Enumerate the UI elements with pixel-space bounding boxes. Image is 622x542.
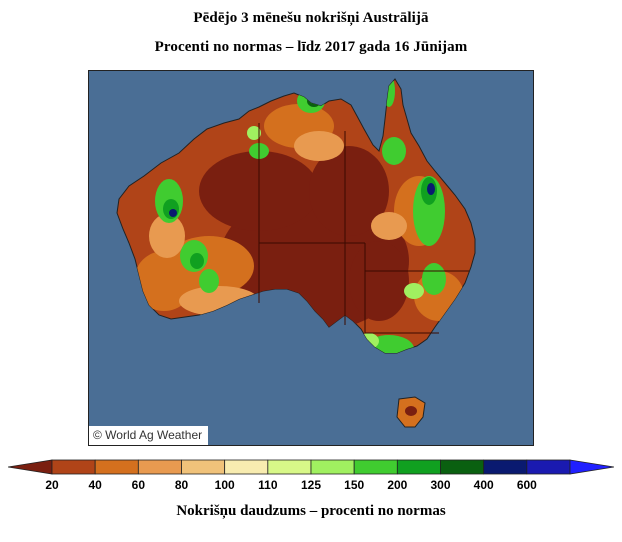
legend-tick-label: 110 bbox=[258, 478, 278, 492]
legend-tick-label: 200 bbox=[387, 478, 408, 492]
legend-swatch bbox=[483, 459, 528, 475]
map-credit: © World Ag Weather bbox=[89, 426, 209, 445]
legend-title: Nokrišņu daudzums – procenti no normas bbox=[176, 503, 446, 519]
legend-tick-label: 60 bbox=[131, 478, 146, 492]
map-title: Pēdējo 3 mēnešu nokrišņi Austrālijā bbox=[193, 10, 429, 26]
state-borders bbox=[258, 123, 469, 334]
legend-tick-label: 80 bbox=[174, 478, 189, 492]
legend-arrow-high bbox=[569, 459, 614, 475]
legend-swatch bbox=[396, 459, 441, 475]
rainfall-shading bbox=[134, 79, 464, 353]
legend-arrow-low bbox=[8, 459, 53, 475]
legend-swatch bbox=[94, 459, 139, 475]
legend-tick-label: 600 bbox=[516, 478, 537, 492]
legend-swatch bbox=[353, 459, 398, 475]
legend-tick-label: 150 bbox=[344, 478, 365, 492]
legend-tick-label: 125 bbox=[300, 478, 322, 492]
legend-tick-label: 300 bbox=[430, 478, 451, 492]
map-subtitle: Procenti no normas – līdz 2017 gada 16 J… bbox=[154, 39, 468, 55]
legend-tick-label: 40 bbox=[88, 478, 102, 492]
legend-tick-label: 20 bbox=[45, 478, 59, 492]
map-panel: © World Ag Weather bbox=[88, 70, 534, 446]
rainfall-color-legend bbox=[8, 459, 614, 475]
legend-swatch bbox=[526, 459, 571, 475]
australia-rainfall-map bbox=[116, 78, 476, 428]
legend-swatch bbox=[137, 459, 182, 475]
legend-swatch bbox=[51, 459, 96, 475]
legend-tick-label: 100 bbox=[214, 478, 235, 492]
legend-swatch bbox=[267, 459, 312, 475]
legend-swatch bbox=[224, 459, 269, 475]
legend-swatch bbox=[440, 459, 485, 475]
legend-tick-label: 400 bbox=[473, 478, 494, 492]
legend-swatch bbox=[181, 459, 226, 475]
legend-swatch bbox=[310, 459, 355, 475]
